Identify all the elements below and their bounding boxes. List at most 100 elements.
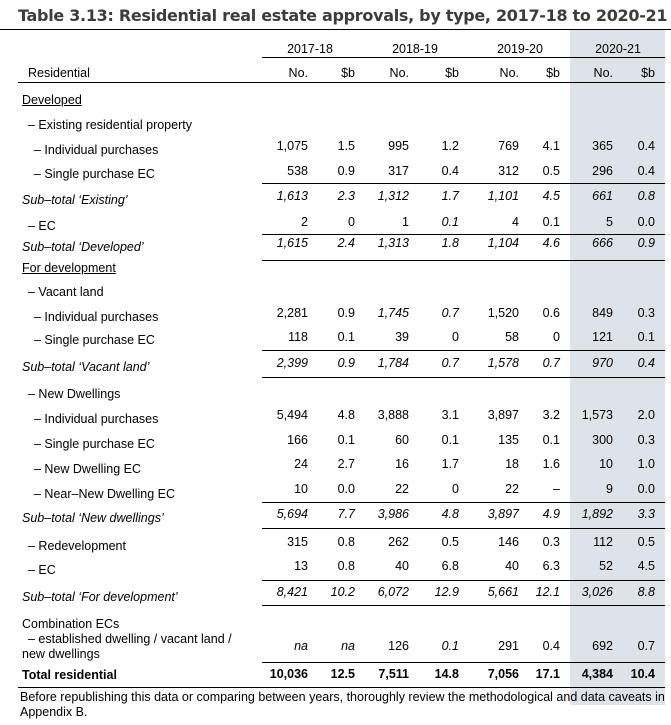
table-cell: 1.2 <box>441 139 459 153</box>
table-cell: 2,399 <box>276 356 308 370</box>
table-row: Sub–total ‘Developed’ 1,615 2.4 1,313 1.8 1,1… <box>0 0 671 254</box>
table-cell: 24 <box>294 457 308 471</box>
table-cell: 126 <box>388 639 409 653</box>
row-label: For development <box>22 261 116 275</box>
row-label: – Single purchase EC <box>34 167 155 181</box>
divider <box>262 662 665 663</box>
table-cell: 4.8 <box>337 408 355 422</box>
table-cell: 0.0 <box>337 482 355 496</box>
table-cell: 40 <box>505 559 519 573</box>
table-cell: 0 <box>553 330 560 344</box>
column-header: $b <box>341 66 355 80</box>
table-cell: 3,897 <box>487 408 519 422</box>
divider <box>262 580 665 581</box>
table-cell: 17.1 <box>535 667 560 681</box>
table-row: – Individual purchases 2,281 0.9 1,745 0.7 1,… <box>0 0 671 324</box>
table-cell: 2 <box>301 215 308 229</box>
table-cell: 0.8 <box>337 559 355 573</box>
table-cell: 0.7 <box>637 639 655 653</box>
table-cell: 1,104 <box>487 236 519 250</box>
table-cell: 135 <box>498 433 519 447</box>
table-cell: 0 <box>452 482 459 496</box>
table-cell: 14.8 <box>434 667 459 681</box>
table-row: – EC 13 0.8 40 6.8 40 6.3 52 4.5 <box>0 0 671 577</box>
table-cell: 5 <box>606 215 613 229</box>
divider <box>262 605 665 606</box>
table-cell: 3,026 <box>581 585 613 599</box>
table-cell: 0.0 <box>637 215 655 229</box>
divider <box>0 29 671 30</box>
table-cell: 1,075 <box>276 139 308 153</box>
table-cell: 312 <box>498 164 519 178</box>
table-cell: 1.7 <box>441 189 459 203</box>
table-cell: 0.0 <box>637 482 655 496</box>
table-row: – Vacant land <box>0 0 671 299</box>
row-label: – Existing residential property <box>28 118 192 132</box>
table-cell: 0.1 <box>542 215 560 229</box>
table-cell: 1,101 <box>487 189 519 203</box>
table-cell: 2,281 <box>276 306 308 320</box>
table-cell: 1,892 <box>581 507 613 521</box>
table-row: – Near–New Dwelling EC 10 0.0 22 0 22–9 0.0 <box>0 0 671 501</box>
table-cell: 4.9 <box>542 507 560 521</box>
table-cell: 1.8 <box>441 236 459 250</box>
table-row: – Existing residential property <box>0 0 671 132</box>
row-label: Sub–total ‘New dwellings’ <box>22 511 164 525</box>
table-row: new dwellings na na 126 0.1 291 0.4 692 0.7 <box>0 0 671 661</box>
row-label: – Single purchase EC <box>34 437 155 451</box>
row-label: new dwellings <box>22 647 100 661</box>
table-row: Total residential 10,036 12.5 7,511 14.8 7,05… <box>0 0 671 682</box>
table-cell: 0.4 <box>542 639 560 653</box>
table-cell: 666 <box>592 236 613 250</box>
table-cell: 6.3 <box>542 559 560 573</box>
table-cell: 9 <box>606 482 613 496</box>
table-row: Sub–total ‘Vacant land’ 2,399 0.9 1,784 0.7 1… <box>0 0 671 374</box>
table-row: – Individual purchases 1,075 1.5 995 1.2 769 4… <box>0 0 671 157</box>
table-cell: 4 <box>512 215 519 229</box>
table-cell: 300 <box>592 433 613 447</box>
table-cell: 8.8 <box>637 585 655 599</box>
table-cell: 3.2 <box>542 408 560 422</box>
row-label: Sub–total ‘Existing’ <box>22 193 128 207</box>
year-header: 2017-18 <box>287 42 333 56</box>
table-cell: 10,036 <box>269 667 308 681</box>
table-cell: 0.1 <box>441 639 459 653</box>
table-cell: 296 <box>592 164 613 178</box>
table-cell: 0.1 <box>542 433 560 447</box>
footnote: Before republishing this data or compari… <box>20 690 665 719</box>
column-header: No. <box>593 66 613 80</box>
divider <box>18 687 665 688</box>
column-header: $b <box>546 66 560 80</box>
column-header: No. <box>389 66 409 80</box>
table-cell: 166 <box>287 433 308 447</box>
table-cell: 0.9 <box>337 164 355 178</box>
header-label: Residential <box>28 66 90 80</box>
table-cell: 291 <box>498 639 519 653</box>
table-row: Developed <box>0 0 671 107</box>
divider <box>262 350 665 351</box>
table-cell: 5,494 <box>276 408 308 422</box>
table-cell: 10.4 <box>630 667 655 681</box>
table-cell: 12.9 <box>434 585 459 599</box>
table-cell: 1 <box>402 215 409 229</box>
row-label: – Individual purchases <box>34 143 159 157</box>
table-cell: 849 <box>592 306 613 320</box>
table-cell: 1.7 <box>441 457 459 471</box>
table-cell: 4.5 <box>637 559 655 573</box>
table-cell: 2.0 <box>637 408 655 422</box>
highlight-column-2020-21 <box>570 30 665 705</box>
column-header: No. <box>499 66 519 80</box>
table-row: – Single purchase EC 118 0.1 39 0 58 0 121 0.1 <box>0 0 671 347</box>
column-header: $b <box>641 66 655 80</box>
table-cell: 0.5 <box>542 164 560 178</box>
row-label: – New Dwelling EC <box>34 462 141 476</box>
table-cell: 58 <box>505 330 519 344</box>
table-row: – New Dwellings <box>0 0 671 401</box>
table-cell: 1,615 <box>276 236 308 250</box>
table-cell: 8,421 <box>276 585 308 599</box>
table-row: – established dwelling / vacant land / <box>0 0 671 646</box>
column-header: No. <box>288 66 308 80</box>
table-cell: 2.7 <box>337 457 355 471</box>
column-header-row: Residential No. $b No. $b No. $b No. $b <box>0 66 671 82</box>
